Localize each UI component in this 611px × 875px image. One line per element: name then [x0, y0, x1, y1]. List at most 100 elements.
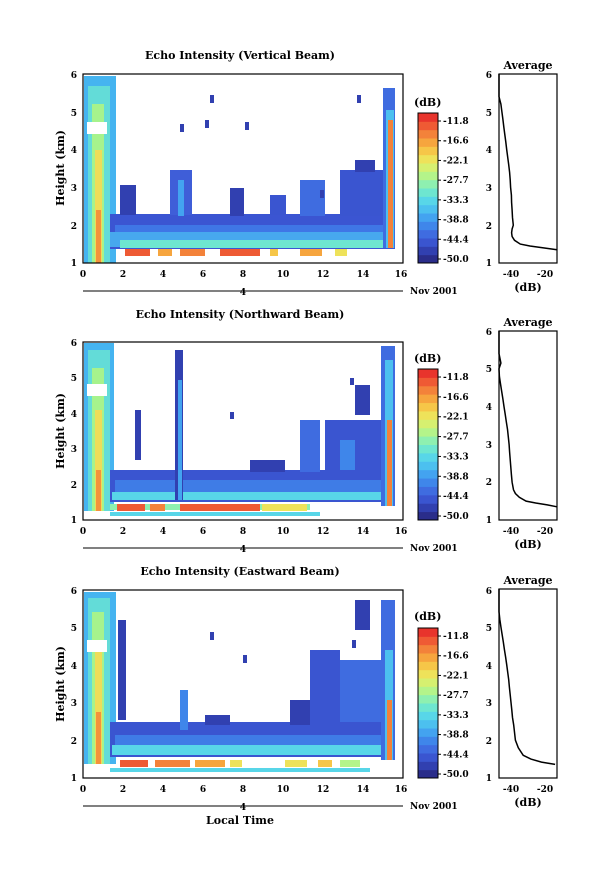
heatmap-panel-northward: Echo Intensity (Northward Beam): [54, 308, 469, 555]
colorbar-swatch: [418, 238, 438, 247]
echo-layer-low: [110, 470, 395, 516]
colorbar-swatch: [418, 427, 438, 437]
y-tick-label: 6: [486, 71, 492, 81]
y-tick-label: 6: [71, 339, 77, 349]
colorbar-tick-label: -44.4: [443, 235, 469, 245]
x-tick-label: 2: [120, 785, 126, 795]
y-tick-label: 4: [486, 403, 492, 413]
x-axis-label: (dB): [514, 538, 541, 551]
date-label: Nov 2001: [410, 544, 458, 554]
colorbar-swatch: [418, 728, 438, 737]
y-tick-label: 1: [486, 259, 492, 269]
echo-layer-low: [110, 722, 395, 772]
x-tick-label: 12: [317, 270, 330, 280]
colorbar-tick-label: -22.1: [443, 413, 469, 423]
colorbar-swatch: [418, 478, 438, 487]
colorbar-swatch: [418, 769, 438, 779]
x-tick-label: 4: [160, 785, 166, 795]
colorbar-swatch: [418, 452, 438, 462]
x-tick-label: 12: [317, 785, 330, 795]
colorbar-swatch: [418, 394, 438, 404]
colorbar-tick-label: -22.1: [443, 156, 469, 166]
x-tick-label: 14: [357, 270, 370, 280]
echo-scatter: [118, 600, 385, 730]
colorbar-tick-label: -16.6: [443, 652, 469, 662]
x-tick-label: -40: [503, 270, 519, 280]
y-tick-label: 4: [71, 410, 77, 420]
colorbar-swatch: [418, 661, 438, 671]
average-profile-line: [498, 331, 558, 508]
plot-frame: [82, 589, 404, 779]
colorbar-swatch: [418, 669, 438, 679]
colorbar-tick-label: -16.6: [443, 393, 469, 403]
x-tick-label: 6: [200, 785, 206, 795]
colorbar-tick-label: -11.8: [443, 373, 469, 383]
y-ticks: 1 2 3 4 5 6: [71, 339, 77, 526]
colorbar-swatch: [418, 436, 438, 445]
colorbar-swatch: [418, 171, 438, 181]
colorbar-swatch: [418, 377, 438, 387]
colorbar-swatch: [418, 686, 438, 696]
colorbar-tick-label: -50.0: [443, 512, 469, 522]
colorbar-swatch: [418, 736, 438, 746]
plot-frame: [498, 588, 558, 779]
x-tick-label: 0: [80, 270, 86, 280]
average-profile-panel-2: Average 1 2 3 4 5 6 -40 -20 (dB): [486, 316, 558, 551]
y-tick-label: 5: [71, 624, 77, 634]
colorbar-swatch: [418, 494, 438, 504]
heatmap-cells: [84, 592, 395, 772]
x-tick-label: 4: [160, 270, 166, 280]
colorbar-swatch: [418, 254, 438, 264]
colorbar-swatch: [418, 761, 438, 771]
x-tick-label: -20: [537, 527, 553, 537]
colorbar: (dB) -11.8 -16.6 -22.1 -27.7 -33.3 -38.8 -44.4…: [414, 352, 469, 522]
x-ticks: 0 2 4 6 8 10 12 14 16: [80, 270, 407, 280]
colorbar-swatch: [418, 636, 438, 646]
x-tick-label: 2: [120, 527, 126, 537]
colorbar-swatch: [418, 744, 438, 754]
x-axis-label: (dB): [514, 281, 541, 294]
y-tick-label: 5: [71, 109, 77, 119]
y-tick-label: 3: [486, 184, 492, 194]
average-profile-panel-3: Average 1 2 3 4 5 6 -40 -20 (dB): [486, 574, 558, 809]
colorbar-tick-label: -50.0: [443, 255, 469, 265]
average-profile-panel-1: Average 1 2 3 4 5 6 -40 -20 (dB): [486, 59, 558, 294]
x-tick-label: 6: [200, 527, 206, 537]
colorbar-swatch: [418, 146, 438, 156]
y-tick-label: 3: [486, 441, 492, 451]
colorbar-swatch: [418, 711, 438, 721]
colorbar-frame: [417, 112, 439, 264]
date-axis: 4 Nov 2001: [83, 802, 458, 813]
x-tick-label: 0: [80, 527, 86, 537]
date-day-label: 4: [240, 545, 246, 555]
average-profile-line: [498, 589, 556, 766]
date-label: Nov 2001: [410, 287, 458, 297]
x-tick-label: 10: [277, 785, 290, 795]
x-tick-label: 12: [317, 527, 330, 537]
colorbar-tick-label: -33.3: [443, 711, 469, 721]
colorbar-swatch: [418, 511, 438, 521]
colorbar: (dB) -11.8 -16.6 -22.1 -27.7 -33.3 -38.8 -44.4…: [414, 610, 469, 780]
colorbar-swatch: [418, 385, 438, 395]
x-tick-label: 16: [395, 785, 408, 795]
echo-column-morning: [84, 592, 116, 764]
colorbar-unit: (dB): [414, 352, 441, 365]
y-tick-label: 3: [71, 445, 77, 455]
y-tick-label: 4: [486, 146, 492, 156]
colorbar-swatch: [418, 753, 438, 762]
y-tick-label: 6: [486, 328, 492, 338]
colorbar-swatch: [418, 221, 438, 231]
colorbar-swatch: [418, 213, 438, 222]
echo-column-morning: [84, 76, 116, 263]
y-ticks: 1 2 3 4 5 6: [71, 587, 77, 784]
colorbar-swatch: [418, 369, 438, 378]
x-ticks: 0 2 4 6 8 10 12 14 16: [80, 527, 407, 537]
colorbar-swatch: [418, 179, 438, 189]
x-tick-label: 10: [277, 270, 290, 280]
colorbar-swatch: [418, 204, 438, 214]
colorbar-swatch: [418, 719, 438, 729]
plot-frame: [498, 73, 558, 264]
x-tick-label: 16: [395, 270, 408, 280]
y-tick-label: 1: [486, 516, 492, 526]
x-tick-label: 8: [240, 785, 246, 795]
